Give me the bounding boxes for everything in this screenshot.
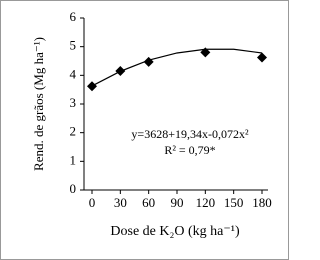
y-tick-label: 3: [70, 95, 77, 110]
x-tick-label: 150: [224, 195, 244, 210]
x-tick-label: 120: [196, 195, 216, 210]
y-tick-label: 6: [70, 9, 77, 24]
x-tick-label: 180: [252, 195, 272, 210]
r-squared: R² = 0,79*: [164, 143, 215, 157]
y-tick-label: 1: [70, 152, 77, 167]
point: [143, 56, 154, 67]
point: [257, 52, 267, 63]
y-tick-label: 2: [70, 124, 77, 139]
equation: y=3628+19,34x-0,072x²: [131, 127, 249, 141]
chart: Rend. de grãos (Mg ha⁻¹) Dose de K₂O (kg…: [0, 0, 289, 260]
y-axis-label: Rend. de grãos (Mg ha⁻¹): [31, 37, 46, 171]
y-tick-label: 5: [70, 38, 77, 53]
x-tick-label: 90: [171, 195, 184, 210]
x-axis-label: Dose de K₂O (kg ha⁻¹): [110, 224, 240, 239]
point: [87, 81, 97, 92]
fit-curve: [91, 48, 263, 87]
x-tick-label: 0: [89, 195, 96, 210]
y-tick-label: 4: [70, 66, 77, 81]
point: [200, 47, 211, 58]
point: [115, 66, 126, 77]
y-tick-label: 0: [70, 181, 77, 196]
x-tick-label: 30: [114, 195, 127, 210]
x-tick-label: 60: [142, 195, 155, 210]
